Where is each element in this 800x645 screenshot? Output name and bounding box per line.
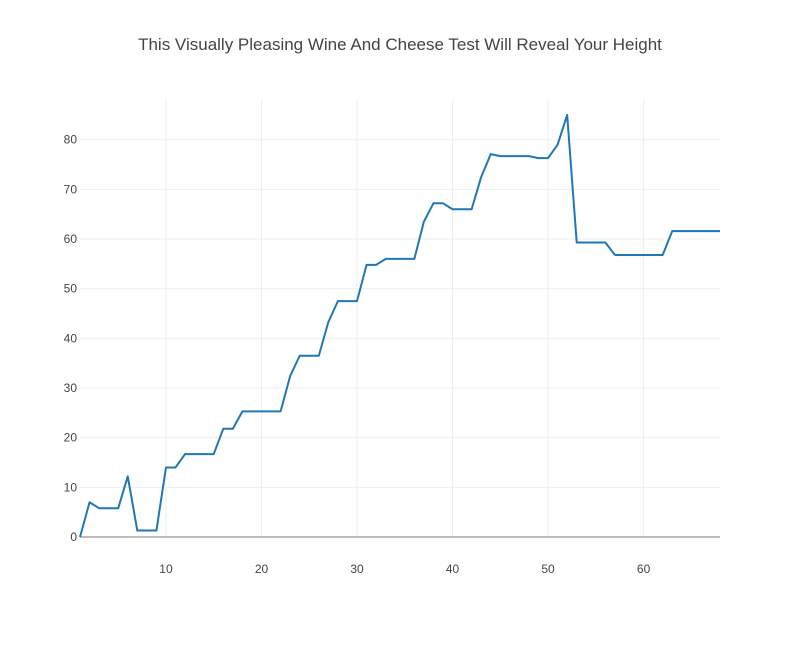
series-line-height — [79, 113, 720, 538]
x-tick-label: 10 — [159, 562, 173, 576]
x-tick-label: 20 — [255, 562, 269, 576]
y-tick-label: 60 — [64, 232, 78, 246]
grid-layer — [80, 100, 720, 537]
x-tick-label: 40 — [446, 562, 460, 576]
y-tick-label: 30 — [64, 381, 78, 395]
y-tick-label: 50 — [64, 282, 78, 296]
y-tick-label: 0 — [70, 530, 77, 544]
series-layer — [79, 113, 720, 538]
x-tick-label: 50 — [541, 562, 555, 576]
x-tick-label: 60 — [637, 562, 651, 576]
y-tick-label: 10 — [64, 480, 78, 494]
chart-title: This Visually Pleasing Wine And Cheese T… — [138, 35, 662, 54]
y-tick-label: 80 — [64, 133, 78, 147]
x-tick-label: 30 — [350, 562, 364, 576]
y-tick-label: 40 — [64, 331, 78, 345]
y-tick-label: 20 — [64, 431, 78, 445]
y-tick-label: 70 — [64, 182, 78, 196]
axis-layer: 0 10 20 30 40 50 60 70 80 10 20 30 40 50 60 — [64, 133, 720, 576]
